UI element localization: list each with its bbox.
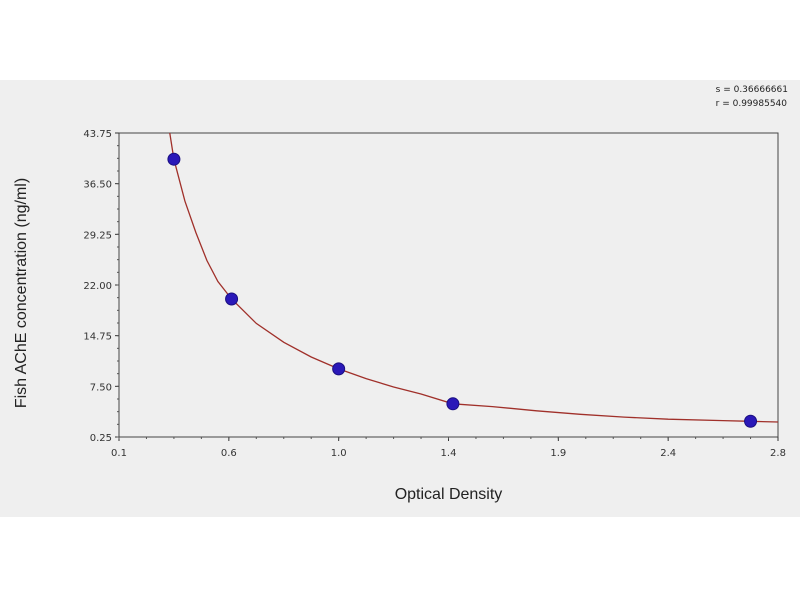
x-tick-label: 1.9 bbox=[550, 448, 566, 459]
y-tick-label: 43.75 bbox=[83, 129, 112, 140]
y-axis-title: Fish AChE concentration (ng/ml) bbox=[13, 178, 30, 408]
data-points bbox=[167, 152, 758, 428]
x-axis-ticks: 0.1 0.6 1.0 1.4 1.9 2.4 2.8 bbox=[111, 437, 786, 459]
data-point bbox=[225, 292, 239, 306]
y-tick-label: 36.50 bbox=[83, 180, 112, 191]
x-tick-label: 2.4 bbox=[660, 448, 676, 459]
y-tick-label: 29.25 bbox=[83, 230, 112, 241]
y-tick-label: 0.25 bbox=[90, 433, 112, 444]
x-tick-label: 2.8 bbox=[770, 448, 786, 459]
x-axis-title: Optical Density bbox=[395, 486, 503, 503]
plot-frame bbox=[118, 132, 779, 438]
data-point bbox=[744, 414, 758, 428]
y-tick-label: 22.00 bbox=[83, 281, 112, 292]
stat-r: r = 0.99985540 bbox=[715, 99, 787, 109]
y-tick-label: 14.75 bbox=[83, 332, 112, 343]
y-axis-ticks: 0.25 7.50 14.75 22.00 29.25 36.50 43.75 bbox=[83, 129, 119, 444]
data-point bbox=[446, 397, 460, 411]
data-point bbox=[167, 152, 181, 166]
fit-curve-layer bbox=[169, 133, 778, 423]
fit-statistics: s = 0.36666661 r = 0.99985540 bbox=[716, 83, 788, 111]
x-tick-label: 1.4 bbox=[441, 448, 457, 459]
x-tick-label: 0.6 bbox=[221, 448, 237, 459]
y-tick-label: 7.50 bbox=[90, 382, 112, 393]
data-point bbox=[332, 362, 346, 376]
plot-area bbox=[119, 133, 778, 437]
stat-s: s = 0.36666661 bbox=[715, 85, 788, 95]
fit-curve bbox=[169, 133, 778, 423]
x-tick-label: 1.0 bbox=[331, 448, 347, 459]
x-tick-label: 0.1 bbox=[111, 448, 127, 459]
